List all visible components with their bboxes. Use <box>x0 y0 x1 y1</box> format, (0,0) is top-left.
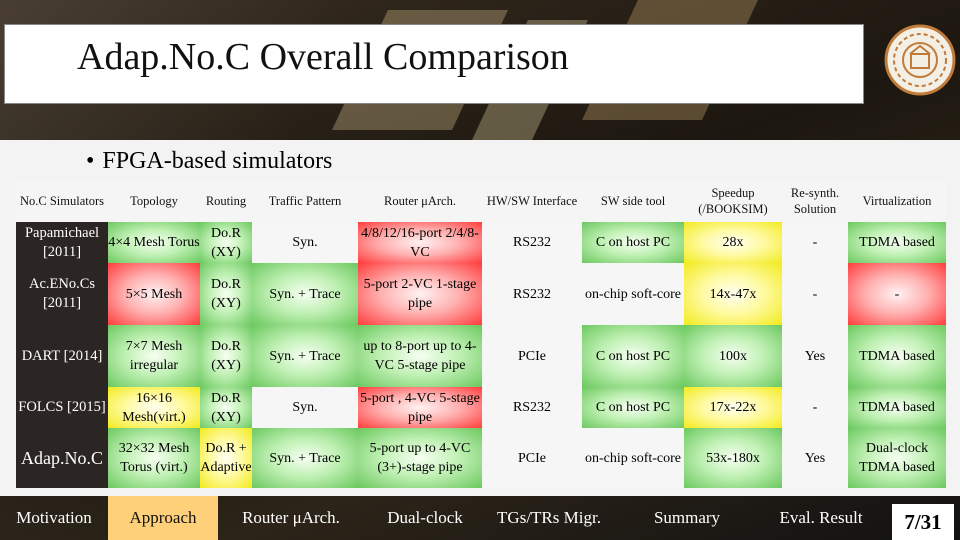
table-cell: PCIe <box>482 428 582 488</box>
table-cell: Syn. <box>252 387 358 428</box>
table-cell: 5-port up to 4-VC (3+)-stage pipe <box>358 428 482 488</box>
table-header-cell: HW/SW Interface <box>482 180 582 222</box>
table-cell: - <box>848 263 946 325</box>
table-cell: Syn. + Trace <box>252 325 358 387</box>
table-cell: on-chip soft-core <box>582 428 684 488</box>
table-cell: 53x-180x <box>684 428 782 488</box>
nav-item[interactable]: Dual-clock <box>387 508 463 527</box>
nav-item[interactable]: Eval. Result <box>779 508 863 527</box>
table-header-cell: Router μArch. <box>358 180 482 222</box>
table-cell: 14x-47x <box>684 263 782 325</box>
table-cell: TDMA based <box>848 325 946 387</box>
table-header-cell: Routing <box>200 180 252 222</box>
table-header-cell: Re-synth. Solution <box>782 180 848 222</box>
table-cell: 5-port , 4-VC 5-stage pipe <box>358 387 482 428</box>
university-seal-icon <box>884 24 956 96</box>
table-cell: RS232 <box>482 222 582 263</box>
nav-item[interactable]: TGs/TRs Migr. <box>497 508 601 527</box>
table-cell: C on host PC <box>582 222 684 263</box>
table-cell: 100x <box>684 325 782 387</box>
slide-title: Adap.No.C Overall Comparison <box>77 36 569 78</box>
table-cell: Dual-clock TDMA based <box>848 428 946 488</box>
table-row-label: Adap.No.C <box>16 428 108 488</box>
table-cell: 5×5 Mesh <box>108 263 200 325</box>
table-cell: Syn. + Trace <box>252 428 358 488</box>
table-header-cell: Virtualization <box>848 180 946 222</box>
table-cell: RS232 <box>482 387 582 428</box>
table-header-cell: Traffic Pattern <box>252 180 358 222</box>
table-cell: Do.R + Adaptive <box>200 428 252 488</box>
table-row-label: Papamichael [2011] <box>16 222 108 263</box>
table-cell: TDMA based <box>848 222 946 263</box>
table-cell: Syn. <box>252 222 358 263</box>
table-cell: 7×7 Mesh irregular <box>108 325 200 387</box>
table-cell: TDMA based <box>848 387 946 428</box>
table-cell: Syn. + Trace <box>252 263 358 325</box>
table-cell: 17x-22x <box>684 387 782 428</box>
table-cell: PCIe <box>482 325 582 387</box>
nav-item[interactable]: Summary <box>653 508 721 527</box>
table-header-cell: SW side tool <box>582 180 684 222</box>
table-cell: 4×4 Mesh Torus <box>108 222 200 263</box>
table-cell: - <box>782 387 848 428</box>
table-row-label: DART [2014] <box>16 325 108 387</box>
table-cell: on-chip soft-core <box>582 263 684 325</box>
table-cell: RS232 <box>482 263 582 325</box>
table-row-label: FOLCS [2015] <box>16 387 108 428</box>
table-cell: - <box>782 263 848 325</box>
bullet-text: FPGA-based simulators <box>102 148 333 174</box>
table-row-label: Ac.ENo.Cs [2011] <box>16 263 108 325</box>
table-cell: C on host PC <box>582 387 684 428</box>
page-number: 7/31 <box>892 504 954 540</box>
table-cell: 16×16 Mesh(virt.) <box>108 387 200 428</box>
table-header-cell: Topology <box>108 180 200 222</box>
table-header-cell: Speedup (/BOOKSIM) <box>684 180 782 222</box>
nav-item[interactable]: Motivation <box>16 508 92 527</box>
table-header-cell: No.C Simulators <box>16 180 108 222</box>
table-cell: Yes <box>782 325 848 387</box>
table-cell: Do.R (XY) <box>200 222 252 263</box>
table-cell: 28x <box>684 222 782 263</box>
table-cell: 32×32 Mesh Torus (virt.) <box>108 428 200 488</box>
table-cell: Do.R (XY) <box>200 325 252 387</box>
title-box: Adap.No.C Overall Comparison <box>4 24 864 104</box>
table-cell: - <box>782 222 848 263</box>
table-cell: 4/8/12/16-port 2/4/8-VC <box>358 222 482 263</box>
table-cell: Do.R (XY) <box>200 263 252 325</box>
table-cell: C on host PC <box>582 325 684 387</box>
bullet-item: • FPGA-based simulators <box>86 148 332 175</box>
table-cell: 5-port 2-VC 1-stage pipe <box>358 263 482 325</box>
table-cell: Do.R (XY) <box>200 387 252 428</box>
nav-item[interactable]: Approach <box>108 496 218 540</box>
table-cell: up to 8-port up to 4-VC 5-stage pipe <box>358 325 482 387</box>
table-cell: Yes <box>782 428 848 488</box>
nav-item[interactable]: Router μArch. <box>242 508 340 527</box>
bullet-marker: • <box>86 148 95 174</box>
